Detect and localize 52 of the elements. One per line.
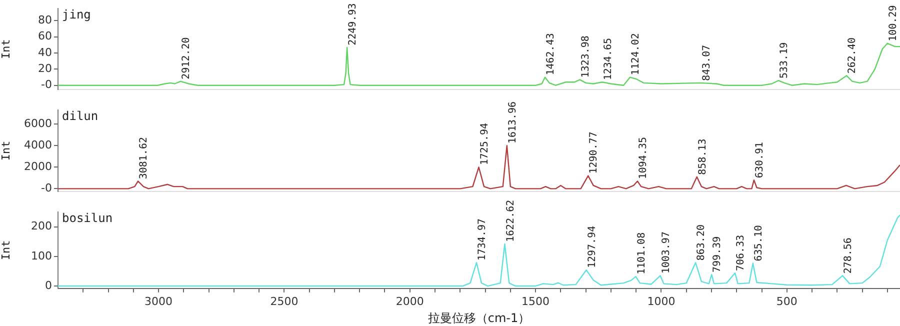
- x-tick-label: 2000: [396, 294, 424, 308]
- annotation: 1101.08: [636, 232, 648, 275]
- y-axis-title: Int: [0, 240, 12, 260]
- annotation: 262.40: [847, 38, 858, 74]
- annotation: 278.56: [843, 238, 854, 274]
- annotation: 799.39: [712, 236, 724, 272]
- y-tick-label: 6000: [24, 116, 52, 130]
- annotation: 1124.02: [630, 33, 642, 76]
- x-tick-label: 1500: [522, 294, 550, 308]
- y-tick-label: -0: [41, 78, 52, 92]
- chart-title: bosilun: [62, 211, 113, 226]
- annotation: 1003.97: [660, 232, 672, 274]
- x-tick-label: 3000: [144, 294, 173, 308]
- y-tick-label: 200: [31, 220, 52, 233]
- annotation: 858.13: [697, 138, 708, 175]
- annotation: 1734.97: [477, 218, 488, 261]
- annotation: 100.29: [888, 5, 899, 42]
- annotation: 843.07: [701, 44, 712, 81]
- y-tick-label: 0: [45, 278, 52, 292]
- annotation: 706.33: [736, 234, 747, 271]
- x-axis-title: 拉曼位移（cm-1）: [428, 310, 530, 325]
- y-tick-label: 80: [38, 14, 52, 27]
- annotation: 630.91: [754, 142, 766, 178]
- annotation: 1622.62: [505, 200, 516, 242]
- annotation: 1323.98: [580, 36, 592, 78]
- y-axis-title: Int: [0, 140, 12, 161]
- annotation: 1462.43: [546, 33, 557, 76]
- x-tick-label: 2500: [270, 294, 298, 308]
- annotation: 1297.94: [586, 226, 598, 268]
- annotation: 1234.65: [602, 38, 614, 80]
- annotation: 1613.96: [508, 101, 519, 144]
- annotation: 1725.94: [479, 122, 490, 166]
- x-tick-label: 500: [776, 294, 798, 308]
- y-tick-label: 2000: [24, 160, 52, 173]
- y-axis-title: Int: [0, 39, 12, 59]
- y-tick-label: -0: [41, 182, 52, 195]
- chart-title: jing: [62, 8, 91, 22]
- annotation: 863.20: [696, 224, 708, 261]
- x-tick-label: 1000: [647, 294, 676, 308]
- y-tick-label: 20: [38, 62, 52, 76]
- annotation: 3081.62: [138, 137, 150, 180]
- annotation: 533.19: [779, 42, 790, 79]
- y-tick-label: 40: [38, 46, 52, 59]
- annotation: 635.10: [754, 225, 765, 262]
- y-tick-label: 60: [38, 30, 52, 43]
- annotation: 2912.20: [181, 37, 192, 80]
- annotation: 2249.93: [348, 3, 359, 46]
- chart-title: dilun: [62, 109, 98, 124]
- y-tick-label: 4000: [24, 138, 52, 152]
- annotation: 1290.77: [588, 132, 600, 174]
- y-tick-label: 100: [31, 249, 52, 262]
- annotation: 1094.35: [638, 137, 650, 180]
